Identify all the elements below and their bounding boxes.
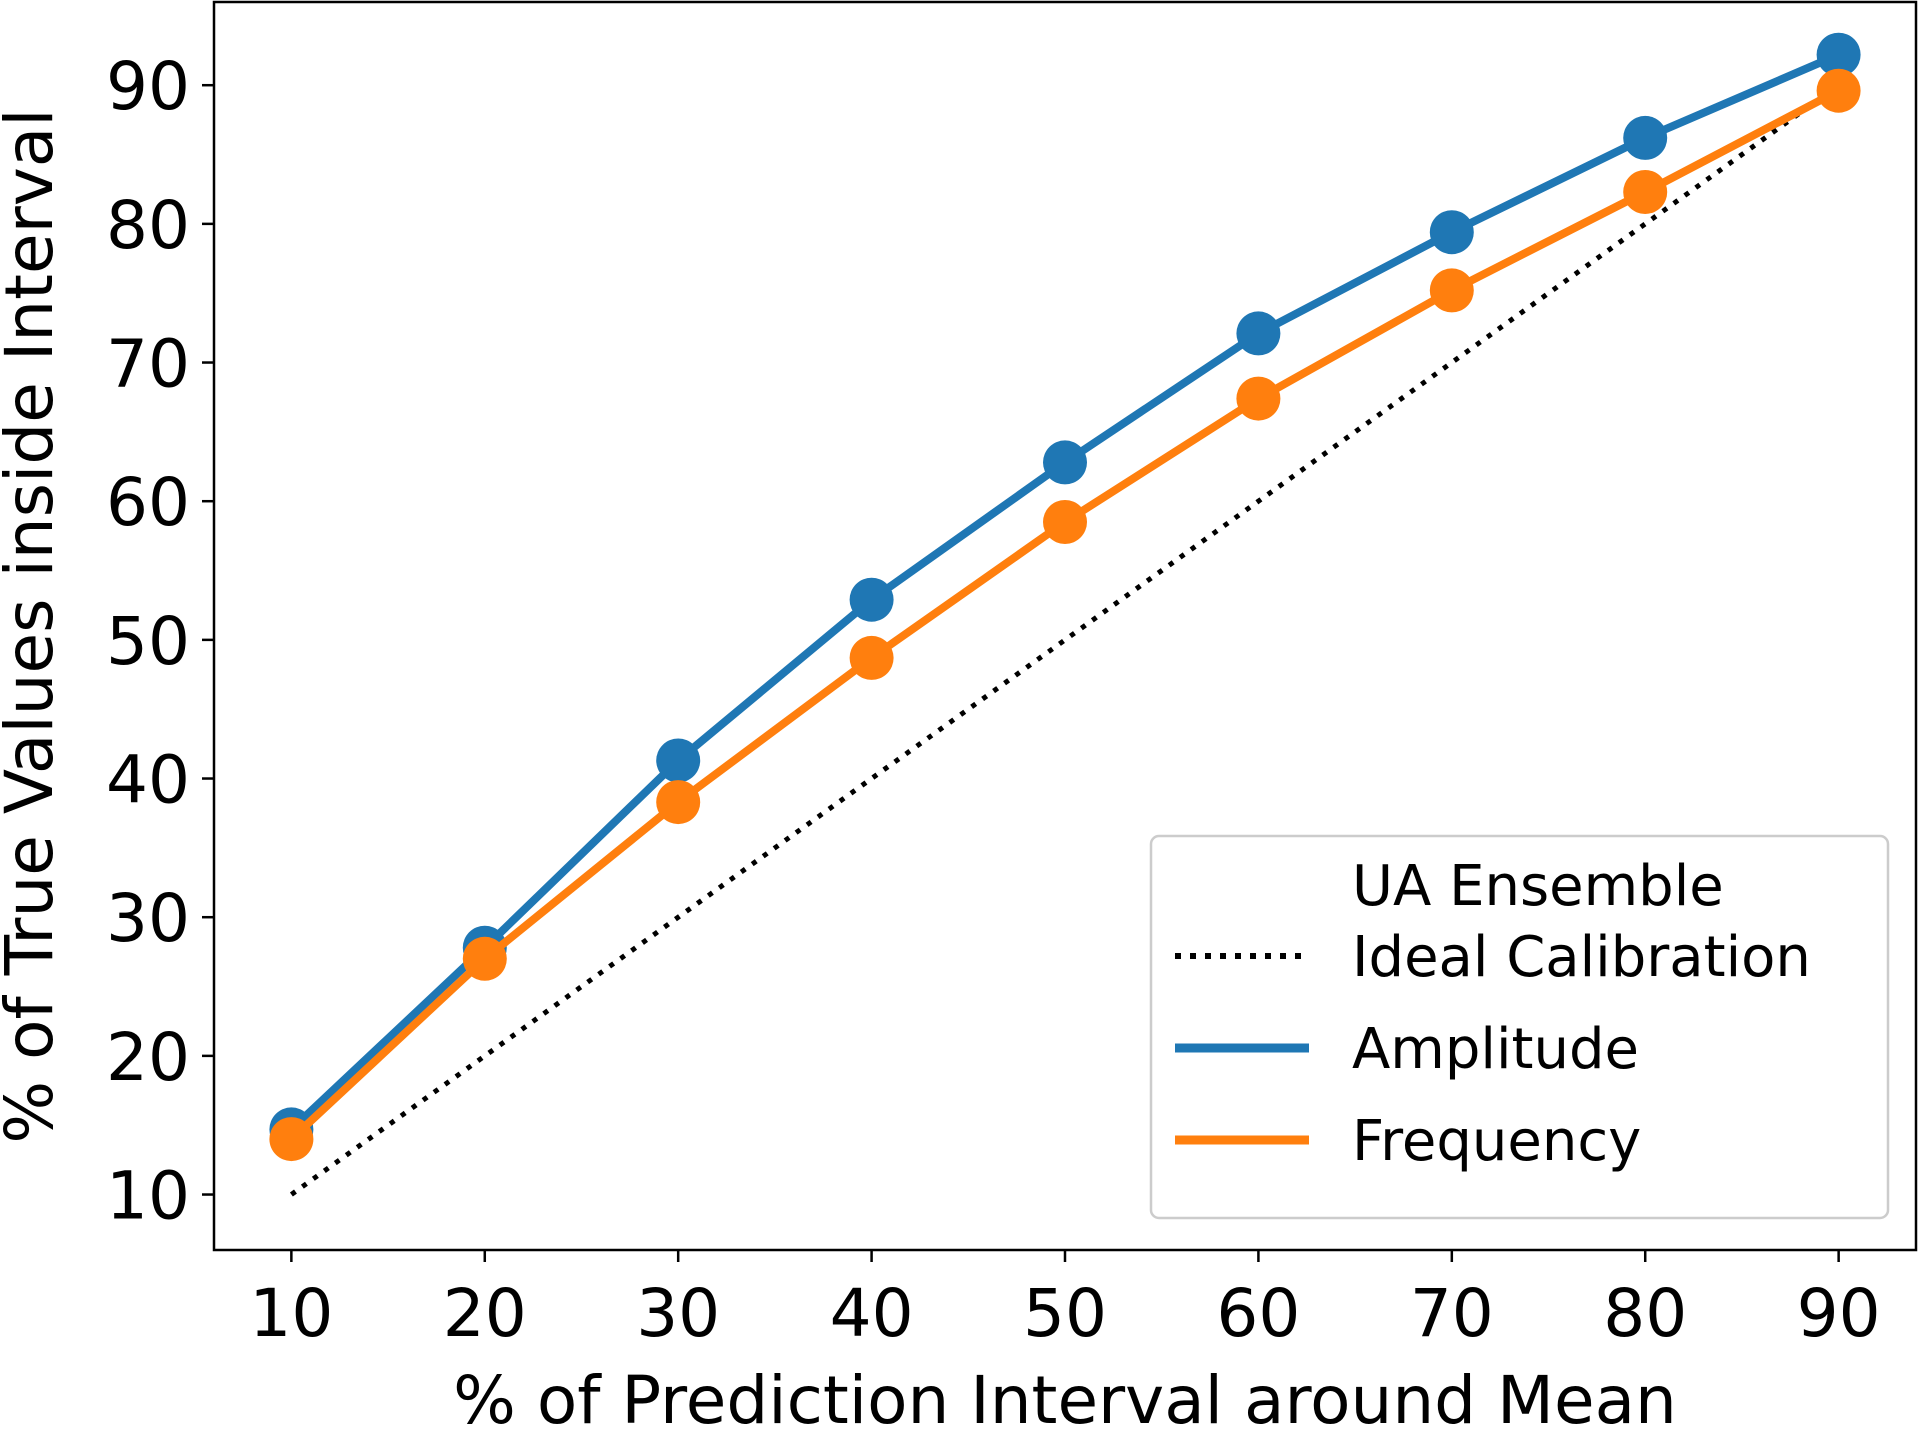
x-tick-label-20: 20 — [443, 1275, 527, 1352]
data-point-frequency-50 — [1043, 500, 1087, 544]
x-tick-label-80: 80 — [1603, 1275, 1687, 1352]
data-point-frequency-60 — [1236, 376, 1281, 421]
data-point-frequency-30 — [656, 780, 701, 825]
legend-title: UA Ensemble — [1352, 854, 1724, 919]
data-point-frequency-40 — [849, 635, 894, 680]
data-point-amplitude-40 — [849, 577, 894, 622]
y-tick-label-60: 60 — [106, 464, 190, 541]
y-axis-label: % of True Values inside Interval — [0, 108, 68, 1143]
x-tick-label-90: 90 — [1797, 1275, 1881, 1352]
data-point-amplitude-80 — [1623, 115, 1668, 160]
legend-label-amplitude: Amplitude — [1352, 1017, 1639, 1082]
data-point-amplitude-60 — [1236, 311, 1281, 356]
y-tick-label-80: 80 — [106, 187, 190, 264]
x-tick-label-40: 40 — [830, 1275, 914, 1352]
legend-box — [1149, 834, 1890, 1220]
data-point-frequency-10 — [269, 1117, 314, 1162]
x-axis-label: % of Prediction Interval around Mean — [453, 1362, 1677, 1439]
data-point-amplitude-70 — [1429, 210, 1474, 255]
legend-label-frequency: Frequency — [1352, 1109, 1641, 1174]
y-tick-label-50: 50 — [106, 603, 190, 680]
x-tick-label-50: 50 — [1023, 1275, 1107, 1352]
data-point-amplitude-50 — [1043, 440, 1087, 485]
axes: 10 20 30 40 50 60 70 80 90 10 20 30 40 50 60 70 80 90 — [106, 0, 1918, 1352]
legend-label-ideal-calibration: Ideal Calibration — [1352, 925, 1811, 990]
plot-area — [269, 32, 1861, 1197]
x-tick-label-60: 60 — [1216, 1275, 1300, 1352]
x-tick-label-30: 30 — [636, 1275, 720, 1352]
data-point-amplitude-30 — [656, 738, 701, 783]
data-point-amplitude-90 — [1816, 32, 1861, 77]
y-tick-label-70: 70 — [106, 326, 190, 403]
x-tick-label-10: 10 — [249, 1275, 333, 1352]
y-tick-label-90: 90 — [106, 48, 190, 125]
x-tick-label-70: 70 — [1410, 1275, 1494, 1352]
data-point-frequency-80 — [1623, 170, 1668, 214]
y-tick-label-40: 40 — [106, 742, 190, 819]
y-tick-label-20: 20 — [106, 1019, 190, 1096]
data-point-frequency-90 — [1816, 68, 1861, 113]
data-point-frequency-70 — [1429, 268, 1474, 313]
data-point-frequency-20 — [462, 936, 507, 981]
y-tick-label-10: 10 — [106, 1158, 190, 1235]
y-tick-label-30: 30 — [106, 880, 190, 957]
